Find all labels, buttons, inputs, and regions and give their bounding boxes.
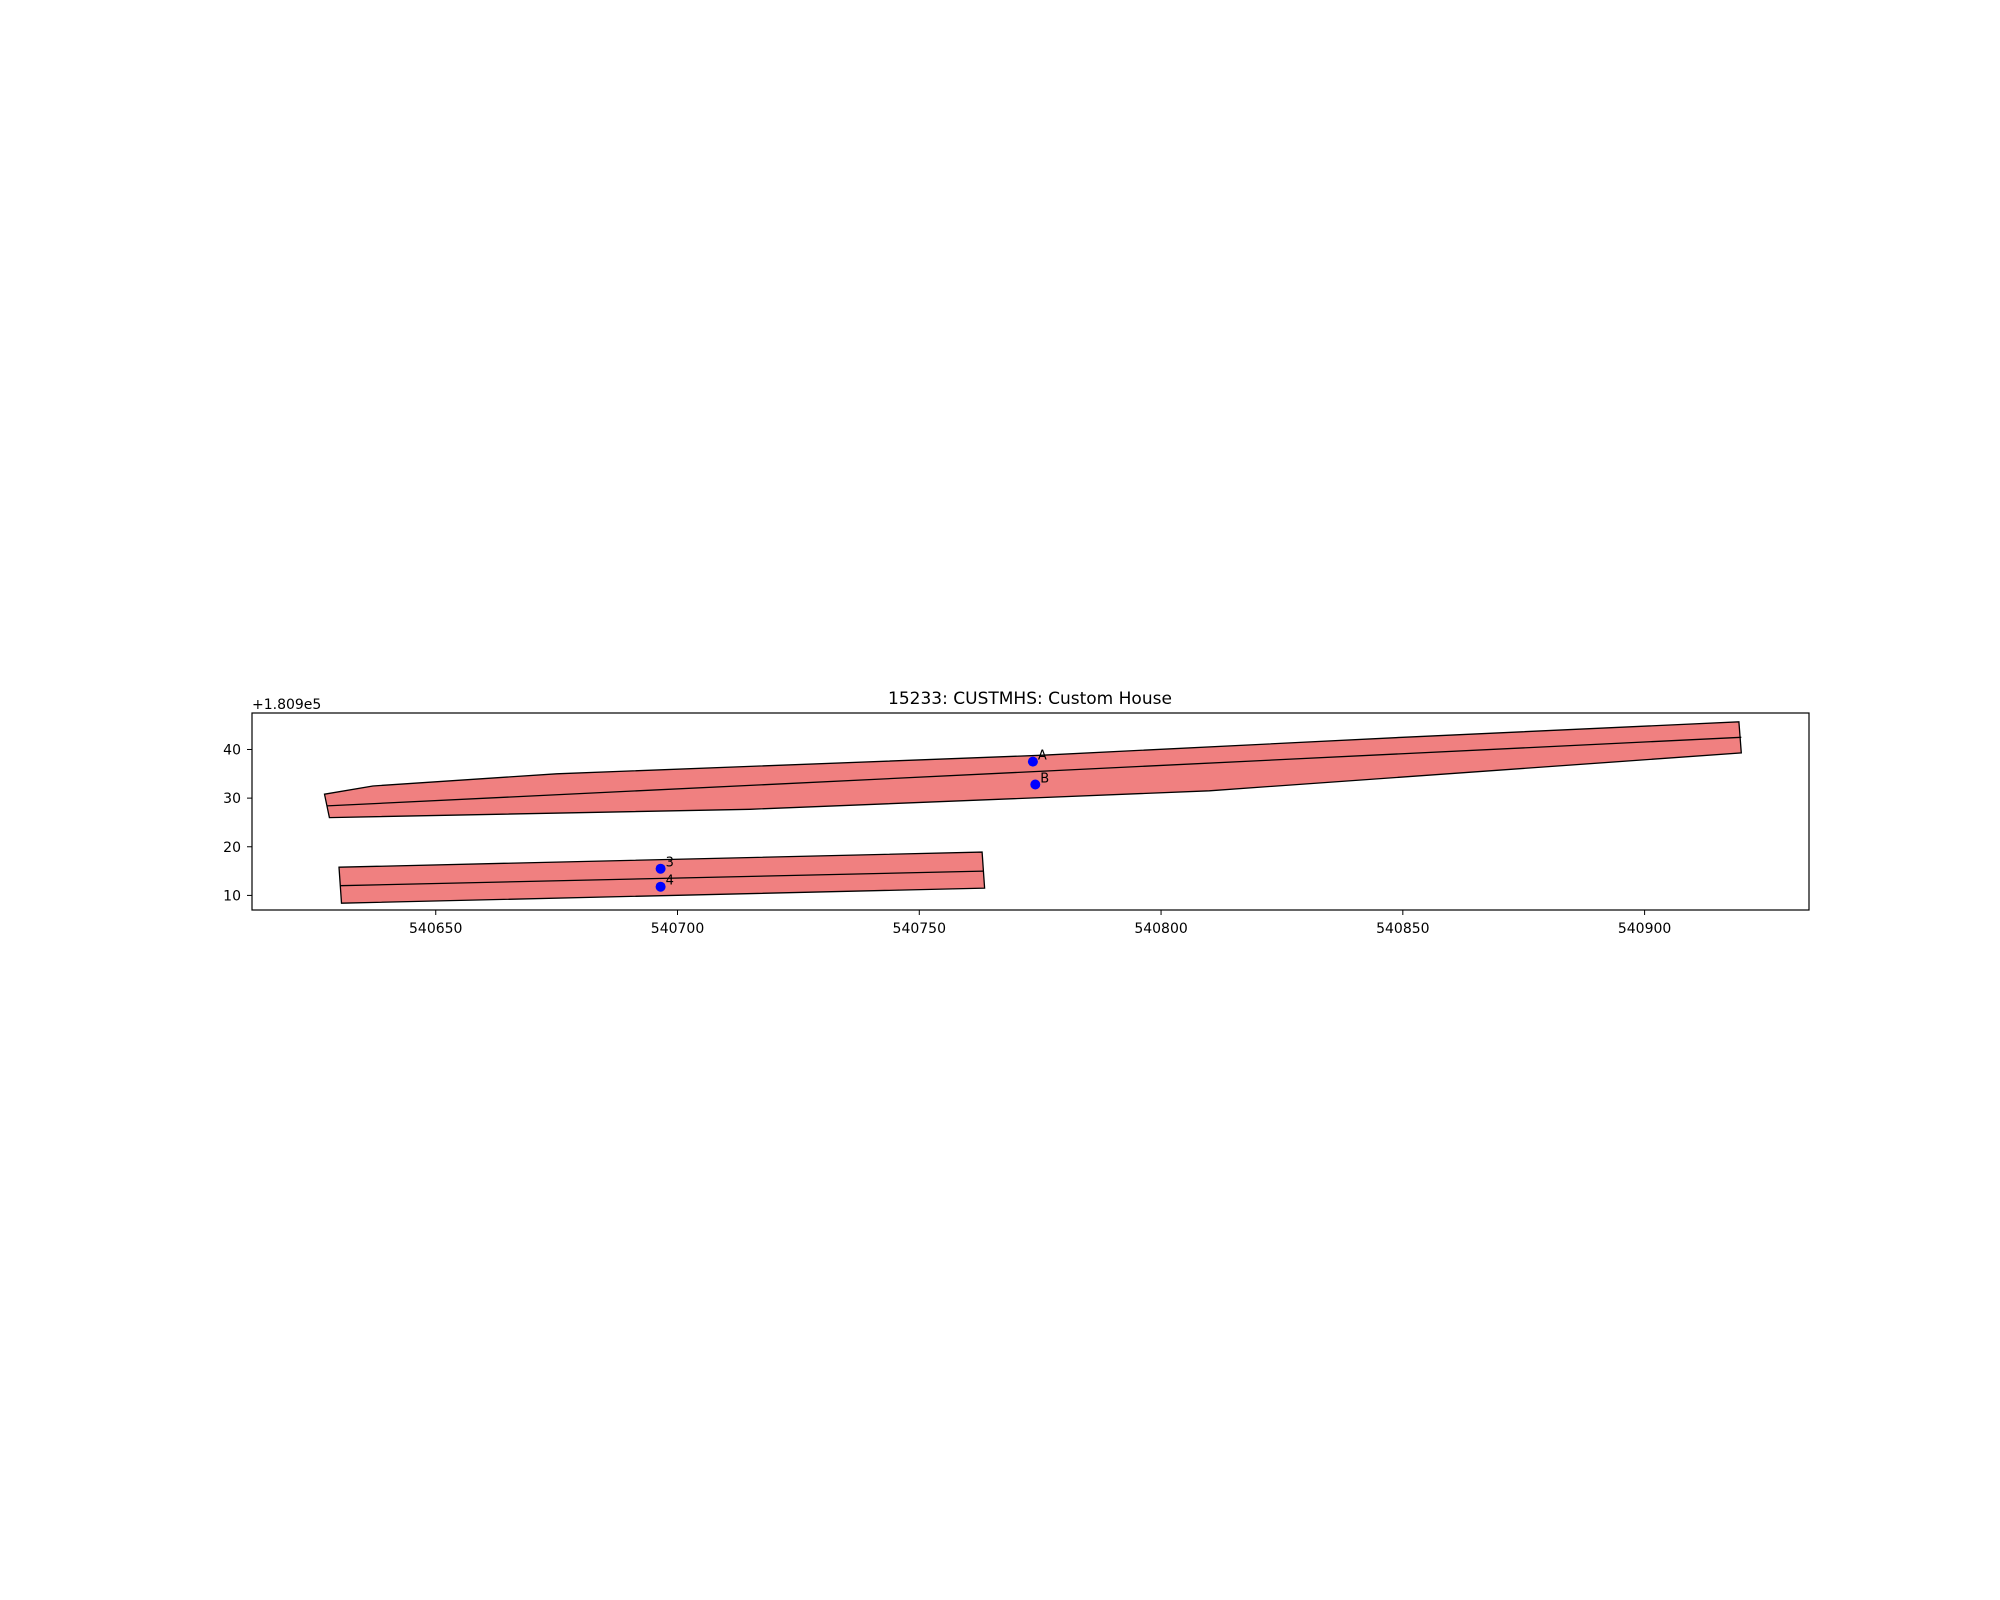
y-tick-label-20: 20 (223, 840, 241, 856)
point-marker-A (1027, 756, 1038, 767)
chart-title: 15233: CUSTMHS: Custom House (888, 689, 1172, 709)
x-tick-label-540800: 540800 (1134, 921, 1187, 937)
point-label-B: B (1040, 772, 1049, 787)
x-tick-label-540650: 540650 (409, 921, 462, 937)
point-label-3: 3 (666, 856, 674, 871)
x-tick-label-540850: 540850 (1376, 921, 1429, 937)
y-tick-label-40: 40 (223, 742, 241, 758)
x-tick-label-540900: 540900 (1618, 921, 1671, 937)
point-marker-4 (655, 881, 666, 892)
x-tick-label-540750: 540750 (893, 921, 946, 937)
y-tick-label-30: 30 (223, 791, 241, 807)
footprint-polygon-1 (323, 721, 1742, 819)
centerline-1 (326, 736, 1742, 807)
y-axis: 10 20 30 40 (223, 742, 252, 904)
centerline-2 (339, 870, 984, 887)
footprint-polygon-2 (338, 851, 986, 904)
plot-area: AB 3 4 (323, 721, 1742, 904)
point-marker-B (1030, 779, 1041, 790)
y-axis-offset-text: +1.809e5 (252, 697, 321, 713)
x-tick-label-540700: 540700 (651, 921, 704, 937)
y-tick-label-10: 10 (223, 888, 241, 904)
point-label-A: A (1038, 749, 1047, 764)
point-label-4: 4 (666, 874, 674, 889)
axes-frame (251, 712, 1810, 911)
x-axis: 540650 540700 540750 540800 540850 540900 (409, 910, 1671, 937)
point-marker-3 (655, 863, 666, 874)
